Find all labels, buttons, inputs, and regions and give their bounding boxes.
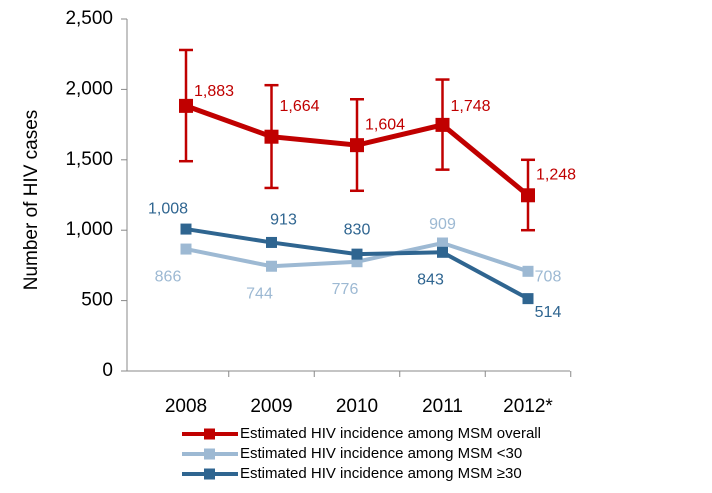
data-label: 843: [417, 272, 444, 289]
data-label: 1,008: [148, 200, 188, 217]
data-label: 913: [270, 212, 297, 229]
marker: [350, 138, 364, 153]
legend-label: Estimated HIV incidence among MSM <30: [240, 445, 522, 462]
marker: [351, 256, 363, 268]
y-tick-label: 2,500: [65, 8, 113, 29]
marker: [522, 265, 534, 277]
legend-marker: [204, 468, 215, 480]
data-label: 1,664: [279, 98, 319, 115]
legend-label: Estimated HIV incidence among MSM ≥30: [240, 465, 522, 482]
marker: [180, 223, 192, 235]
y-tick-label: 1,000: [65, 219, 113, 240]
x-tick-label: 2012*: [503, 396, 553, 417]
data-label: 1,883: [194, 83, 234, 100]
data-label: 1,748: [450, 98, 490, 115]
data-label: 866: [155, 268, 182, 285]
data-label: 1,248: [536, 167, 576, 184]
x-tick-label: 2008: [165, 396, 207, 417]
marker: [521, 188, 535, 203]
data-label: 708: [535, 269, 562, 286]
marker: [437, 237, 448, 249]
data-label: 776: [332, 281, 359, 298]
data-label: 830: [344, 221, 371, 238]
marker: [435, 117, 450, 132]
legend-label: Estimated HIV incidence among MSM overal…: [240, 425, 541, 442]
legend-marker: [204, 428, 215, 440]
marker: [180, 243, 192, 255]
marker: [266, 236, 277, 248]
marker: [264, 129, 279, 144]
data-label: 744: [246, 285, 273, 302]
x-tick-label: 2011: [422, 396, 463, 417]
y-axis-title: Number of HIV cases: [21, 110, 42, 291]
marker: [179, 98, 193, 113]
legend-marker: [204, 448, 215, 460]
marker: [437, 246, 448, 258]
y-tick-label: 2,000: [65, 78, 113, 99]
marker: [351, 248, 363, 260]
y-tick-label: 1,500: [65, 149, 113, 170]
y-tick-label: 500: [81, 290, 113, 311]
data-label: 1,604: [365, 116, 405, 133]
x-tick-label: 2009: [250, 396, 292, 417]
marker: [522, 293, 534, 305]
x-tick-label: 2010: [336, 396, 378, 417]
marker: [266, 260, 277, 272]
y-tick-label: 0: [102, 360, 113, 381]
data-label: 514: [535, 304, 562, 321]
data-label: 909: [429, 216, 456, 233]
